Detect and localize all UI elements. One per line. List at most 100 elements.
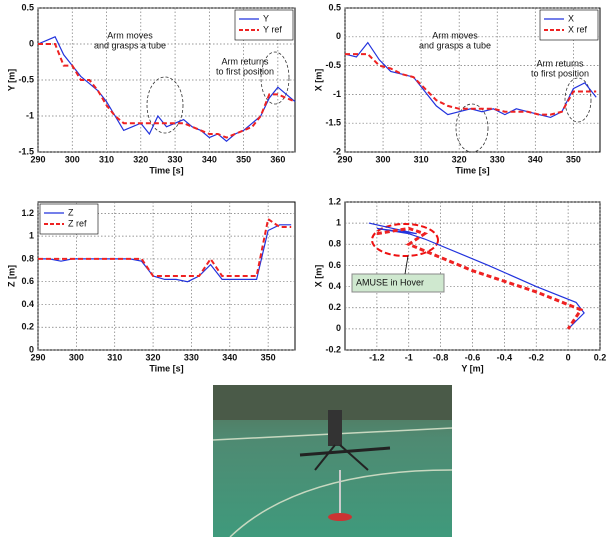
- y-tick-label: 0.6: [21, 276, 34, 286]
- data-line: [38, 217, 292, 277]
- y-tick-label: -1: [26, 110, 34, 120]
- annotation: and grasps a tube: [94, 40, 166, 50]
- y-tick-label: -1.5: [325, 118, 341, 128]
- data-line: [345, 53, 597, 116]
- photo-rotor: [299, 446, 391, 457]
- x-tick-label: 350: [261, 352, 276, 362]
- x-tick-label: 350: [236, 154, 251, 164]
- data-line: [344, 41, 597, 119]
- y-tick-label: 1.2: [328, 196, 341, 206]
- y-tick-label: -0.5: [18, 74, 34, 84]
- annotation: Arm moves: [107, 30, 153, 40]
- x-tick-label: -0.2: [528, 352, 544, 362]
- x-tick-label: 350: [566, 154, 581, 164]
- y-axis-label: X [m]: [313, 265, 323, 288]
- x-tick-label: -1.2: [369, 352, 385, 362]
- x-axis-label: Time [s]: [149, 165, 183, 175]
- data-line: [368, 222, 585, 330]
- x-tick-label: 300: [69, 352, 84, 362]
- annotation: Arm moves: [432, 30, 478, 40]
- y-tick-label: 0.8: [21, 253, 34, 263]
- y-tick-label: 0: [336, 31, 341, 41]
- annotation-ellipse: [455, 103, 489, 153]
- photo: [212, 385, 453, 537]
- x-axis-label: Time [s]: [455, 165, 489, 175]
- annotation: Arm returns: [536, 58, 584, 68]
- x-tick-label: 340: [528, 154, 543, 164]
- photo-leg: [314, 444, 336, 471]
- x-tick-label: 320: [133, 154, 148, 164]
- x-tick-label: 320: [146, 352, 161, 362]
- x-tick-label: 310: [414, 154, 429, 164]
- x-tick-label: -0.6: [465, 352, 481, 362]
- legend-label: X: [568, 13, 574, 23]
- x-tick-label: 340: [202, 154, 217, 164]
- data-line: [37, 36, 296, 142]
- annotation-arrow: [404, 255, 409, 275]
- y-tick-label: 0.2: [21, 322, 34, 332]
- y-tick-label: -1.5: [18, 146, 34, 156]
- legend-box: [539, 9, 599, 41]
- y-axis-label: Z [m]: [6, 265, 16, 287]
- x-tick-label: 290: [30, 352, 45, 362]
- legend-box: [234, 9, 294, 41]
- y-tick-label: 0.5: [21, 2, 34, 12]
- photo-court-arc: [229, 469, 453, 537]
- data-line: [38, 43, 296, 139]
- x-tick-label: 290: [337, 154, 352, 164]
- legend-label: Y ref: [263, 24, 282, 34]
- photo-leg: [339, 444, 369, 471]
- x-tick-label: 310: [107, 352, 122, 362]
- x-tick-label: 310: [99, 154, 114, 164]
- x-tick-label: 330: [490, 154, 505, 164]
- legend-box: [39, 203, 99, 235]
- x-tick-label: 0: [566, 352, 571, 362]
- y-tick-label: 0.5: [328, 2, 341, 12]
- y-tick-label: 0: [336, 323, 341, 333]
- y-axis-label: Y [m]: [6, 69, 16, 91]
- annotation: AMUSE in Hover: [356, 277, 424, 287]
- annotation-ellipse: [260, 51, 290, 105]
- y-tick-label: -2: [333, 146, 341, 156]
- annotation-ellipse: [564, 77, 592, 123]
- x-tick-label: -1: [405, 352, 413, 362]
- x-tick-label: 290: [30, 154, 45, 164]
- legend-label: X ref: [568, 24, 588, 34]
- annotation-ellipse: [146, 76, 184, 134]
- y-tick-label: -1: [333, 89, 341, 99]
- x-tick-label: 300: [376, 154, 391, 164]
- annotation: to first position: [531, 68, 589, 78]
- chart: -0.2 0 0.2 0.4 0.6 0.8 1 1.2 -1.2 -1 -0.8 -0.6 -0.4 -…: [313, 196, 606, 373]
- annotation: and grasps a tube: [419, 40, 491, 50]
- photo-base: [328, 513, 352, 521]
- y-tick-label: 1.2: [21, 208, 34, 218]
- annotation-box: [351, 273, 445, 293]
- y-tick-label: 0.2: [328, 302, 341, 312]
- y-tick-label: 0.6: [328, 260, 341, 270]
- y-tick-label: 0.8: [328, 239, 341, 249]
- x-tick-label: 360: [270, 154, 285, 164]
- photo-body: [328, 410, 342, 446]
- y-tick-label: 0: [29, 344, 34, 354]
- y-tick-label: 1: [29, 231, 34, 241]
- y-tick-label: 0.4: [328, 281, 341, 291]
- y-tick-label: 0: [29, 38, 34, 48]
- y-tick-label: 1: [336, 218, 341, 228]
- annotation: to first position: [216, 66, 274, 76]
- y-tick-label: 0.4: [21, 299, 34, 309]
- annotation-ellipse: [371, 223, 439, 257]
- legend-label: Z ref: [68, 218, 87, 228]
- x-tick-label: 320: [452, 154, 467, 164]
- y-tick-label: -0.2: [325, 344, 341, 354]
- x-tick-label: -0.4: [497, 352, 513, 362]
- data-line: [376, 226, 584, 330]
- x-tick-label: 0.2: [594, 352, 607, 362]
- legend-label: Z: [68, 207, 74, 217]
- y-tick-label: -0.5: [325, 60, 341, 70]
- y-axis-label: X [m]: [313, 69, 323, 92]
- annotation: Arm returns: [221, 56, 269, 66]
- x-tick-label: -0.8: [433, 352, 449, 362]
